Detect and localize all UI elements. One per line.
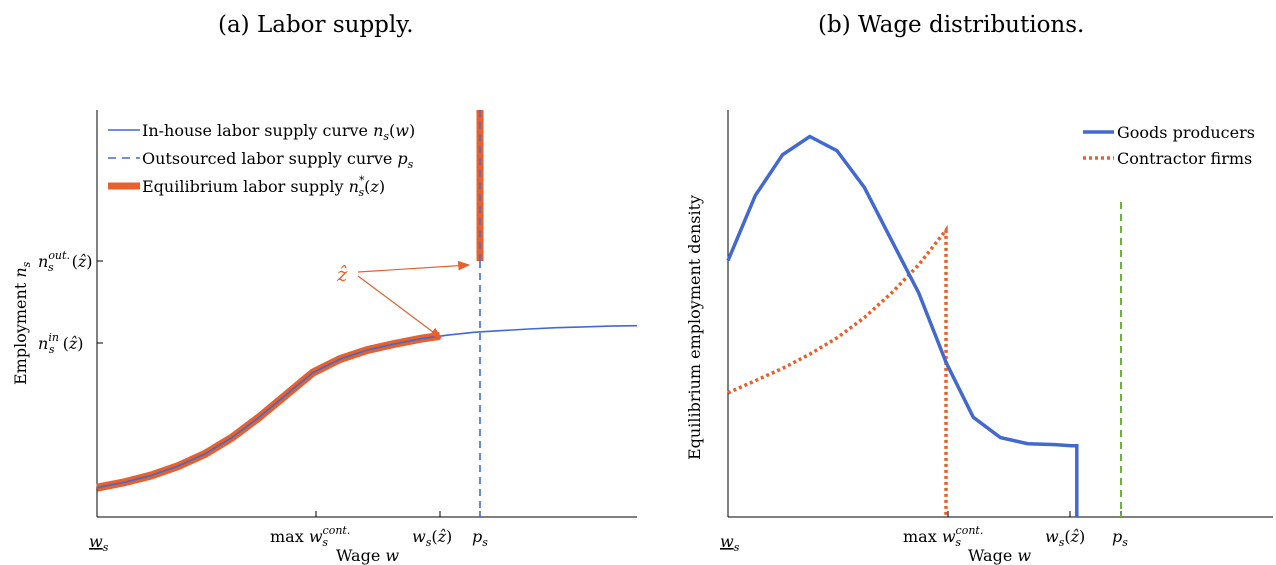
panel-b-xtick-ws: ws — [720, 532, 740, 554]
panel-b-xtick-ps: ps — [1112, 527, 1128, 549]
panel-b-title: (b) Wage distributions. — [818, 12, 1085, 38]
panel-a-xtick-wshat: ws(ẑ) — [412, 527, 452, 549]
legend-outsourced-label: Outsourced labor supply curve ps — [142, 149, 414, 171]
panel-a-title: (a) Labor supply. — [218, 12, 414, 38]
panel-b-goods-curve — [726, 134, 1079, 517]
panel-a-ytick-out: nout. s (ẑ) — [38, 249, 93, 274]
panel-a-ytick-in: nin s (ẑ) — [38, 331, 84, 356]
panel-a-zhat-label: ẑ — [336, 262, 348, 286]
panel-a-ylabel: Employment ns — [11, 261, 33, 385]
panel-b-legend: Goods producers Contractor firms — [1083, 123, 1255, 168]
panel-b-chart: Goods producers Contractor firms ws max … — [685, 110, 1273, 565]
panel-b-ylabel: Equilibrium employment density — [685, 195, 704, 460]
panel-a-equilibrium-curve — [96, 331, 441, 492]
panel-b-contractor-curve — [727, 225, 948, 517]
legend-goods-label: Goods producers — [1117, 123, 1255, 142]
panel-b-xtick-wshat: ws(ẑ) — [1045, 527, 1085, 549]
panel-a-xtick-ps: ps — [472, 527, 488, 549]
panel-a-chart: ẑ In-house labor supply curve ns(w) Outs… — [11, 110, 638, 565]
panel-a-xlabel: Wage w — [336, 546, 399, 565]
legend-inhouse-label: In-house labor supply curve ns(w) — [142, 121, 415, 143]
panel-b-xlabel: Wage w — [968, 546, 1031, 565]
panel-a-legend: In-house labor supply curve ns(w) Outsou… — [108, 121, 415, 199]
legend-contractor-label: Contractor firms — [1117, 149, 1252, 168]
panel-a-zhat-arrow-upper — [357, 260, 471, 273]
panel-a-xtick-ws: ws — [89, 532, 109, 554]
panel-a-zhat-arrow-lower — [357, 275, 442, 339]
panel-a-inhouse-curve — [96, 324, 638, 489]
panel-b-xtick-max: max wcont. s — [903, 524, 983, 549]
legend-equilibrium-label: Equilibrium labor supply n* s(z) — [142, 174, 385, 199]
